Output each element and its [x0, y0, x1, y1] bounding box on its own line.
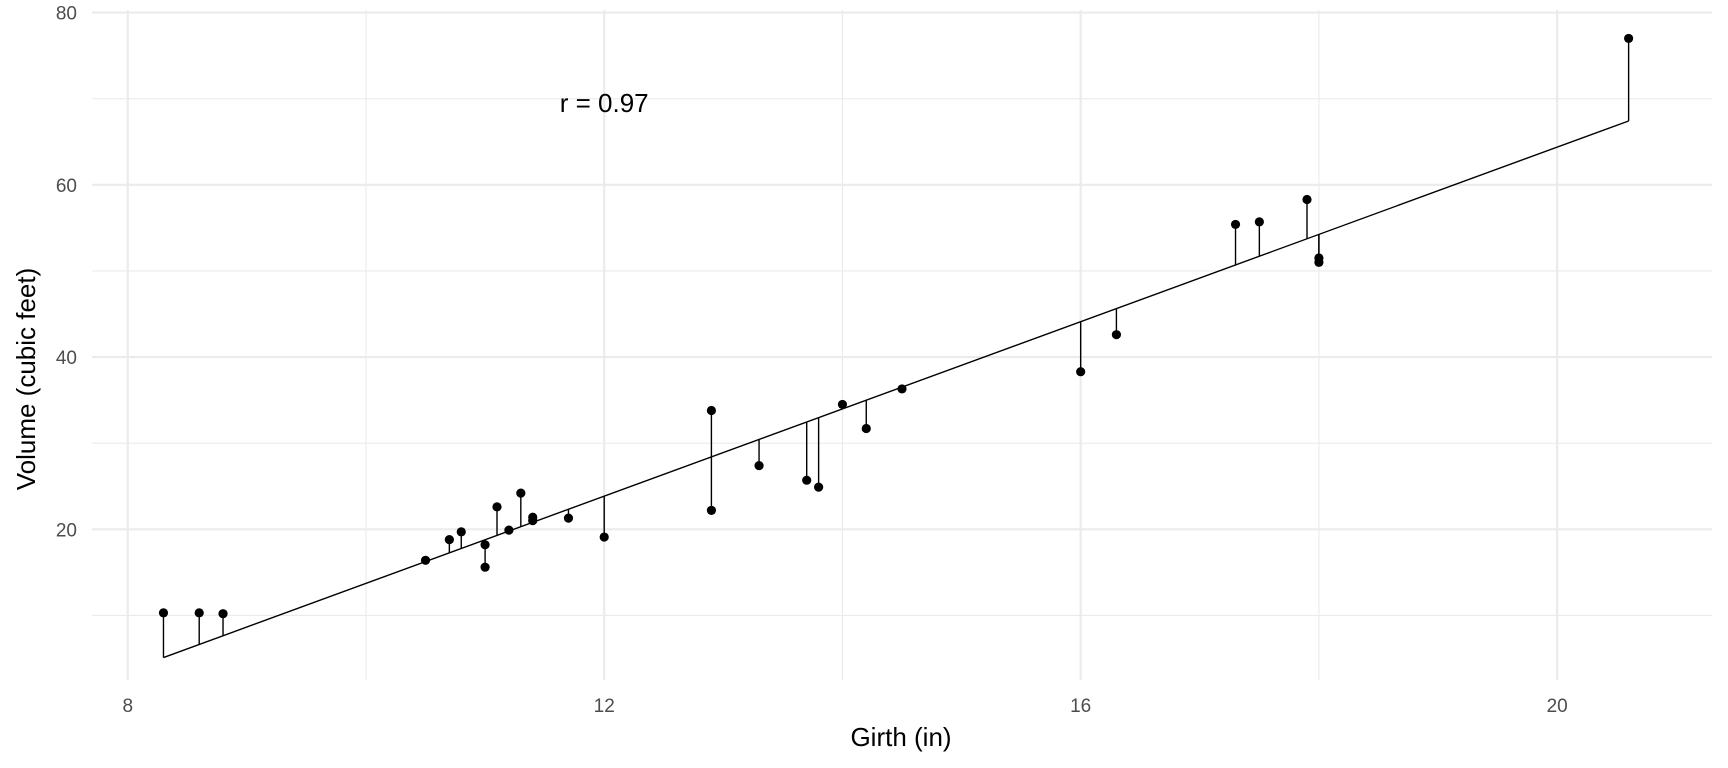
grid — [92, 10, 1712, 680]
x-tick-label: 12 — [594, 696, 615, 717]
x-tick-label: 16 — [1070, 696, 1091, 717]
data-point — [1302, 194, 1312, 205]
data-point — [444, 535, 454, 545]
data-point — [516, 488, 526, 498]
data-point — [218, 609, 228, 619]
data-point — [1624, 33, 1634, 44]
data-point — [528, 512, 538, 522]
data-point — [1254, 217, 1264, 227]
x-axis-title: Girth (in) — [850, 722, 951, 752]
data-point — [1230, 219, 1241, 230]
residual-segments — [162, 38, 1630, 658]
y-tick-label: 80 — [56, 4, 77, 25]
y-axis-title: Volume (cubic feet) — [11, 268, 41, 491]
correlation-annotation: r = 0.97 — [560, 88, 649, 118]
data-point — [754, 460, 764, 471]
data-point — [706, 405, 717, 416]
data-point — [158, 608, 169, 618]
data-point — [194, 608, 204, 618]
x-axis-ticks: 8 12 16 20 — [122, 696, 1567, 717]
data-point — [1314, 257, 1324, 267]
data-point — [504, 525, 514, 535]
data-point — [563, 513, 574, 523]
data-points — [158, 33, 1634, 619]
data-point — [492, 502, 502, 512]
regression-line-layer — [163, 120, 1629, 659]
y-tick-label: 60 — [56, 176, 77, 197]
data-point — [480, 562, 490, 572]
x-tick-label: 20 — [1547, 696, 1568, 717]
data-point — [706, 505, 717, 515]
regression-line — [163, 120, 1629, 659]
data-point — [861, 423, 871, 434]
data-point — [897, 384, 907, 394]
data-point — [456, 527, 466, 537]
data-point — [814, 482, 824, 492]
x-tick-label: 8 — [122, 696, 133, 717]
data-point — [1076, 367, 1086, 377]
y-axis-ticks: 20 40 60 80 — [56, 4, 77, 542]
data-point — [1111, 330, 1122, 340]
data-point — [837, 399, 848, 410]
data-point — [480, 540, 490, 550]
data-point — [420, 555, 431, 565]
data-point — [599, 532, 609, 542]
y-tick-label: 40 — [56, 348, 77, 369]
data-point — [802, 475, 812, 485]
y-tick-label: 20 — [56, 520, 77, 541]
